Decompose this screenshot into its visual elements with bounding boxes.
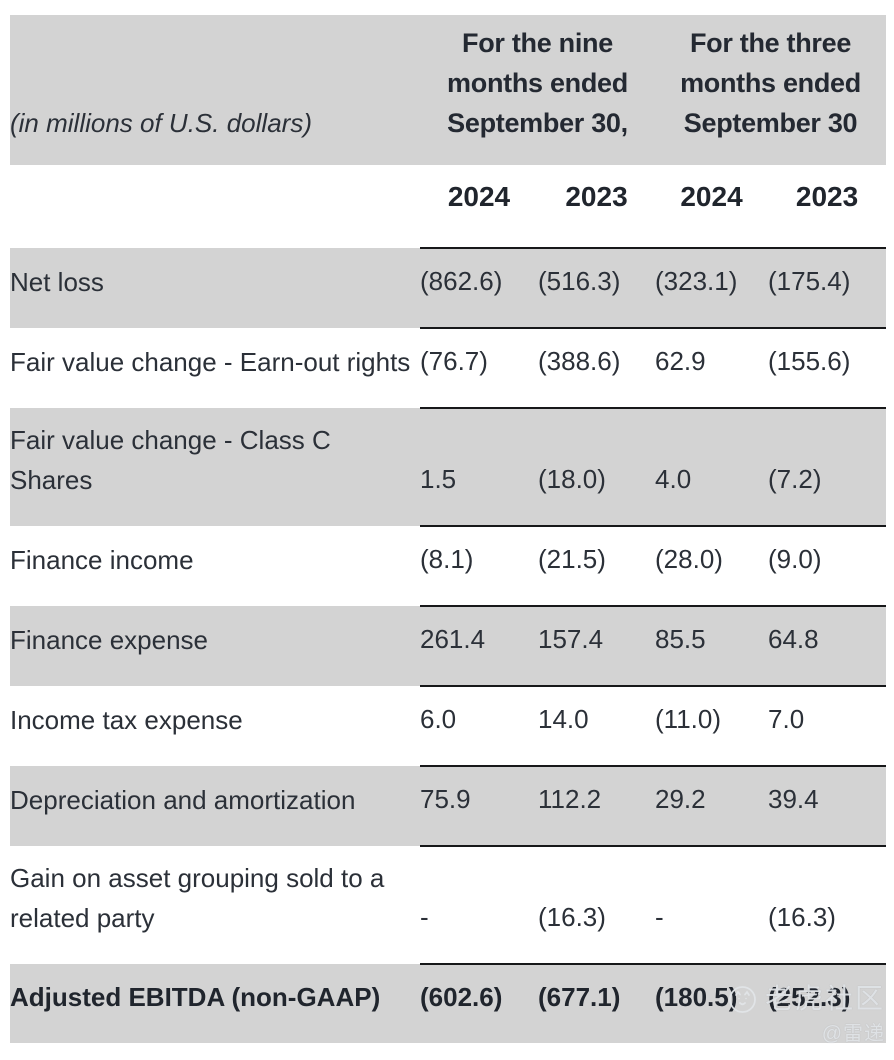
value-cell: 64.8 <box>768 605 887 686</box>
row-label: Finance expense <box>10 606 420 686</box>
row-label: Depreciation and amortization <box>10 766 420 846</box>
value-cell: (16.3) <box>768 845 887 964</box>
value-cell: 261.4 <box>420 605 538 686</box>
table-row-gain-asset-grouping: Gain on asset grouping sold to a related… <box>10 845 887 964</box>
year-header: 2023 <box>538 165 656 248</box>
value-cell: 4.0 <box>655 407 769 526</box>
value-cell: (9.0) <box>768 525 887 606</box>
value-cell: 29.2 <box>655 765 769 846</box>
value-cell: 1.5 <box>420 407 538 526</box>
table-row-income-tax: Income tax expense 6.0 14.0 (11.0) 7.0 <box>10 685 887 766</box>
value-cell: 39.4 <box>768 765 887 846</box>
table-row-fv-class-c: Fair value change - Class C Shares 1.5 (… <box>10 407 887 526</box>
value-cell: (677.1) <box>538 963 656 1043</box>
value-cell: (7.2) <box>768 407 887 526</box>
value-cell: (862.6) <box>420 247 538 328</box>
value-cell: (388.6) <box>538 327 656 408</box>
year-header-row: 2024 2023 2024 2023 <box>10 165 887 248</box>
unit-note: (in millions of U.S. dollars) <box>10 15 420 165</box>
col-group-nine-months: For the nine months ended September 30, <box>420 15 656 165</box>
value-cell: 7.0 <box>768 685 887 766</box>
value-cell: (11.0) <box>655 685 769 766</box>
empty-cell <box>10 165 420 248</box>
adjusted-ebitda-reconciliation-table: (in millions of U.S. dollars) For the ni… <box>10 15 887 1043</box>
value-cell: (16.3) <box>538 845 656 964</box>
value-cell: (155.6) <box>768 327 887 408</box>
value-cell: - <box>420 845 538 964</box>
value-cell: (175.4) <box>768 247 887 328</box>
row-label: Gain on asset grouping sold to a related… <box>10 846 420 964</box>
table-row-fv-earn-out: Fair value change - Earn-out rights (76.… <box>10 327 887 408</box>
year-header: 2024 <box>420 165 538 248</box>
value-cell: 112.2 <box>538 765 656 846</box>
value-cell: (76.7) <box>420 327 538 408</box>
value-cell: (21.5) <box>538 525 656 606</box>
value-cell: (323.1) <box>655 247 769 328</box>
table-row-finance-income: Finance income (8.1) (21.5) (28.0) (9.0) <box>10 525 887 606</box>
value-cell: (516.3) <box>538 247 656 328</box>
col-group-three-months: For the three months ended September 30 <box>655 15 887 165</box>
value-cell: (602.6) <box>420 963 538 1043</box>
value-cell: - <box>655 845 769 964</box>
table-row-adjusted-ebitda: Adjusted EBITDA (non-GAAP) (602.6) (677.… <box>10 963 887 1043</box>
table-row-depreciation: Depreciation and amortization 75.9 112.2… <box>10 765 887 846</box>
table-header-row: (in millions of U.S. dollars) For the ni… <box>10 15 887 165</box>
row-label: Fair value change - Earn-out rights <box>10 328 420 408</box>
row-label: Finance income <box>10 526 420 606</box>
value-cell: (28.0) <box>655 525 769 606</box>
table-row-finance-expense: Finance expense 261.4 157.4 85.5 64.8 <box>10 605 887 686</box>
value-cell: (8.1) <box>420 525 538 606</box>
row-label: Income tax expense <box>10 686 420 766</box>
row-label: Fair value change - Class C Shares <box>10 408 420 526</box>
value-cell: 85.5 <box>655 605 769 686</box>
value-cell: (180.5) <box>655 963 769 1043</box>
table-row-net-loss: Net loss (862.6) (516.3) (323.1) (175.4) <box>10 247 887 328</box>
year-header: 2024 <box>655 165 769 248</box>
value-cell: 157.4 <box>538 605 656 686</box>
value-cell: 75.9 <box>420 765 538 846</box>
value-cell: 62.9 <box>655 327 769 408</box>
row-label: Net loss <box>10 248 420 328</box>
value-cell: 6.0 <box>420 685 538 766</box>
value-cell: (18.0) <box>538 407 656 526</box>
value-cell: (252.3) <box>768 963 887 1043</box>
row-label: Adjusted EBITDA (non-GAAP) <box>10 964 420 1043</box>
year-header: 2023 <box>768 165 887 248</box>
value-cell: 14.0 <box>538 685 656 766</box>
